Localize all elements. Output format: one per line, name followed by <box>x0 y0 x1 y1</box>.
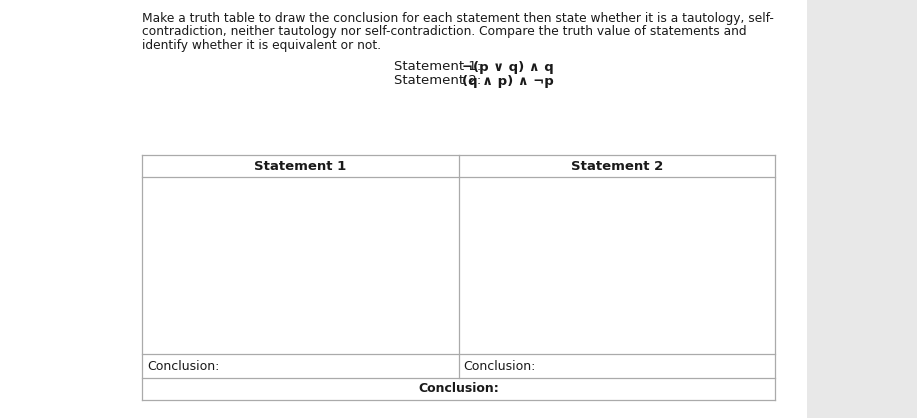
Text: identify whether it is equivalent or not.: identify whether it is equivalent or not… <box>142 39 381 52</box>
Text: Statement 1:: Statement 1: <box>394 61 486 74</box>
Text: (q ∧ p) ∧ ¬p: (q ∧ p) ∧ ¬p <box>462 74 554 87</box>
Text: Statement 2:: Statement 2: <box>394 74 486 87</box>
Text: ¬(p ∨ q) ∧ q: ¬(p ∨ q) ∧ q <box>462 61 554 74</box>
Text: Statement 2: Statement 2 <box>570 160 663 173</box>
Text: Conclusion:: Conclusion: <box>463 359 536 372</box>
Text: Conclusion:: Conclusion: <box>418 382 499 395</box>
Text: Conclusion:: Conclusion: <box>147 359 219 372</box>
Bar <box>0 0 807 418</box>
Text: contradiction, neither tautology nor self-contradiction. Compare the truth value: contradiction, neither tautology nor sel… <box>142 25 746 38</box>
Text: Statement 1: Statement 1 <box>254 160 347 173</box>
Text: Make a truth table to draw the conclusion for each statement then state whether : Make a truth table to draw the conclusio… <box>142 12 774 25</box>
